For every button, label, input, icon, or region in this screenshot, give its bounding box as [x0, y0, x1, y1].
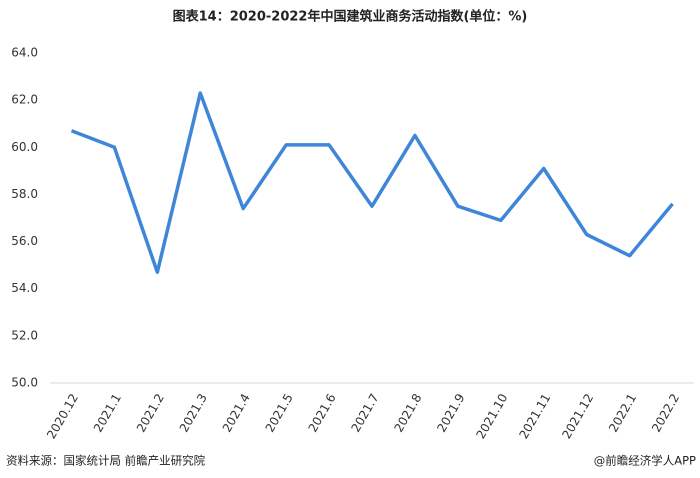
x-tick-label: 2021.8 — [391, 391, 424, 434]
x-tick-label: 2021.2 — [134, 391, 167, 434]
y-tick-label: 52.0 — [11, 328, 38, 342]
chart-title: 图表14：2020-2022年中国建筑业商务活动指数(单位：%) — [173, 9, 528, 25]
y-tick-label: 58.0 — [11, 187, 38, 201]
credit: @前瞻经济学人APP — [594, 454, 696, 468]
y-tick-label: 64.0 — [11, 46, 38, 60]
y-tick-label: 54.0 — [11, 281, 38, 295]
x-tick-label: 2021.10 — [473, 391, 510, 441]
y-tick-label: 62.0 — [11, 93, 38, 107]
x-tick-label: 2021.7 — [349, 391, 382, 434]
x-tick-label: 2021.5 — [263, 391, 296, 434]
x-tick-label: 2021.3 — [177, 391, 210, 434]
y-tick-label: 56.0 — [11, 234, 38, 248]
x-tick-label: 2022.2 — [649, 391, 682, 434]
x-tick-label: 2020.12 — [44, 391, 81, 441]
y-tick-label: 50.0 — [11, 376, 38, 390]
data-line — [70, 91, 674, 274]
x-tick-label: 2022.1 — [606, 391, 639, 434]
x-tick-label: 2021.11 — [516, 391, 553, 441]
x-tick-label: 2021.12 — [559, 391, 596, 441]
x-tick-label: 2021.1 — [91, 391, 124, 434]
x-tick-label: 2021.9 — [434, 391, 467, 434]
y-tick-label: 60.0 — [11, 140, 38, 154]
x-tick-label: 2021.4 — [220, 391, 253, 434]
x-tick-label: 2021.6 — [306, 391, 339, 434]
source: 资料来源：国家统计局 前瞻产业研究院 — [6, 454, 206, 468]
